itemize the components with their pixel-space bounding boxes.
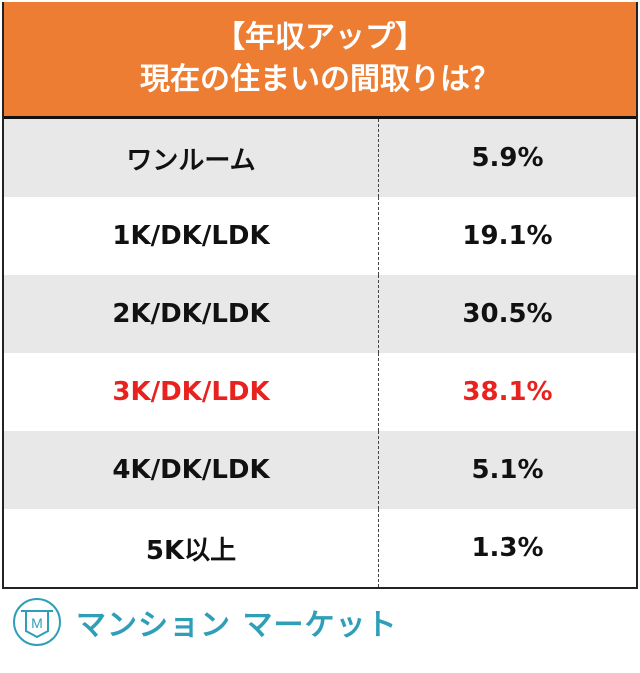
row-value: 30.5% xyxy=(462,299,553,329)
table-row: 2K/DK/LDK 30.5% xyxy=(4,275,636,353)
table-header: 【年収アップ】 現在の住まいの間取りは？ xyxy=(4,2,636,119)
table-row: 1K/DK/LDK 19.1% xyxy=(4,197,636,275)
table-row-highlighted: 3K/DK/LDK 38.1% xyxy=(4,353,636,431)
table-row: 4K/DK/LDK 5.1% xyxy=(4,431,636,509)
logo-letter: M xyxy=(31,615,43,631)
title-line-1: 【年収アップ】 xyxy=(215,20,425,55)
table-row: ワンルーム 5.9% xyxy=(4,119,636,197)
brand-name: マンション マーケット xyxy=(76,608,398,643)
row-label: 2K/DK/LDK xyxy=(4,275,379,353)
row-label: 1K/DK/LDK xyxy=(4,197,379,275)
table-row: 5K以上 1.3% xyxy=(4,509,636,587)
row-value: 19.1% xyxy=(462,221,553,251)
row-value: 1.3% xyxy=(471,533,544,563)
row-label: 4K/DK/LDK xyxy=(4,431,379,509)
brand-logo: M マンション マーケット xyxy=(12,597,397,647)
row-label: ワンルーム xyxy=(4,119,379,197)
row-label: 5K以上 xyxy=(4,509,379,587)
row-label: 3K/DK/LDK xyxy=(4,353,379,431)
results-table: 【年収アップ】 現在の住まいの間取りは？ ワンルーム 5.9% 1K/DK/LD… xyxy=(2,2,638,589)
row-value: 5.9% xyxy=(471,143,544,173)
mansion-market-logo-icon: M xyxy=(13,598,61,646)
row-value: 38.1% xyxy=(462,377,553,407)
row-value: 5.1% xyxy=(471,455,544,485)
title-line-2: 現在の住まいの間取りは？ xyxy=(140,62,500,97)
